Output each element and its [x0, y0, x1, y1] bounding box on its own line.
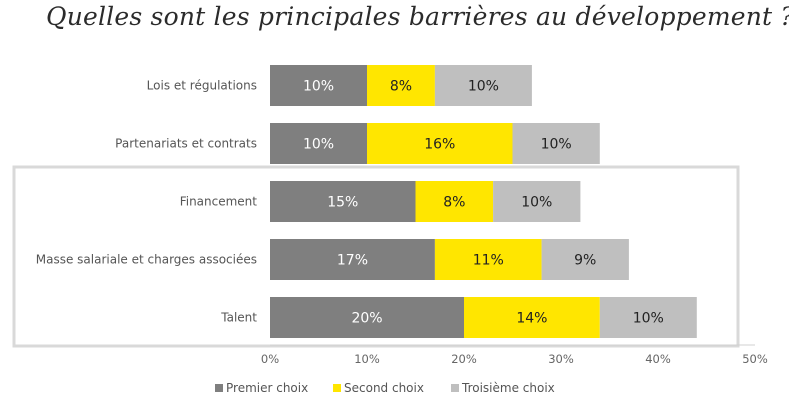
- category-label: Partenariats et contrats: [115, 137, 257, 151]
- x-tick-label: 50%: [742, 352, 768, 366]
- data-label: 10%: [521, 195, 552, 211]
- bar-segment: [512, 123, 600, 164]
- x-tick-label: 20%: [451, 352, 477, 366]
- bars-group: 10% 8% 10% 10% 16% 10% 15% 8% 10% 17% 11% 9% 20% 14% 1…: [270, 65, 697, 338]
- data-label: 10%: [541, 137, 572, 153]
- data-label: 9%: [574, 253, 596, 269]
- bar-segment: [270, 65, 367, 106]
- x-tick-label: 40%: [645, 352, 671, 366]
- bar-segment: [270, 297, 464, 338]
- data-label: 8%: [390, 79, 412, 95]
- legend-entry: Second choix: [344, 381, 424, 395]
- category-labels: Lois et régulations Partenariats et contr…: [36, 79, 258, 325]
- bar-segment: [434, 239, 542, 280]
- data-label: 20%: [351, 311, 382, 327]
- data-label: 14%: [516, 311, 547, 327]
- x-tick-label: 0%: [261, 352, 279, 366]
- data-label: 15%: [327, 195, 358, 211]
- data-label: 10%: [303, 79, 334, 95]
- bar-segment: [270, 239, 435, 280]
- x-tick-labels: 0% 10% 20% 30% 40% 50%: [261, 352, 768, 366]
- data-label: 16%: [424, 137, 455, 153]
- category-label: Lois et régulations: [147, 79, 257, 93]
- legend: Premier choix Second choix Troisième choix: [215, 381, 555, 395]
- bar-segment: [367, 65, 435, 106]
- category-label: Masse salariale et charges associées: [36, 253, 257, 267]
- bar-segment: [270, 181, 416, 222]
- legend-swatch: [451, 384, 459, 392]
- data-label: 10%: [468, 79, 499, 95]
- bar-segment: [599, 297, 697, 338]
- bar-segment: [415, 181, 494, 222]
- data-label: 10%: [303, 137, 334, 153]
- bar-segment: [464, 297, 600, 338]
- data-label: 17%: [337, 253, 368, 269]
- x-tick-label: 10%: [354, 352, 380, 366]
- bar-segment: [493, 181, 581, 222]
- bar-segment: [541, 239, 629, 280]
- chart-title: Quelles sont les principales barrières a…: [46, 2, 789, 31]
- legend-entry: Premier choix: [226, 381, 308, 395]
- x-tick-label: 30%: [548, 352, 574, 366]
- bar-segment: [270, 123, 367, 164]
- legend-entry: Troisième choix: [461, 381, 555, 395]
- bar-segment: [367, 123, 513, 164]
- bar-segment: [434, 65, 532, 106]
- legend-swatch: [333, 384, 341, 392]
- data-label: 8%: [443, 195, 465, 211]
- legend-swatch: [215, 384, 223, 392]
- highlight-box: [12, 165, 740, 348]
- category-label: Financement: [180, 195, 258, 209]
- data-label: 10%: [633, 311, 664, 327]
- category-label: Talent: [220, 311, 257, 325]
- data-label: 11%: [473, 253, 504, 269]
